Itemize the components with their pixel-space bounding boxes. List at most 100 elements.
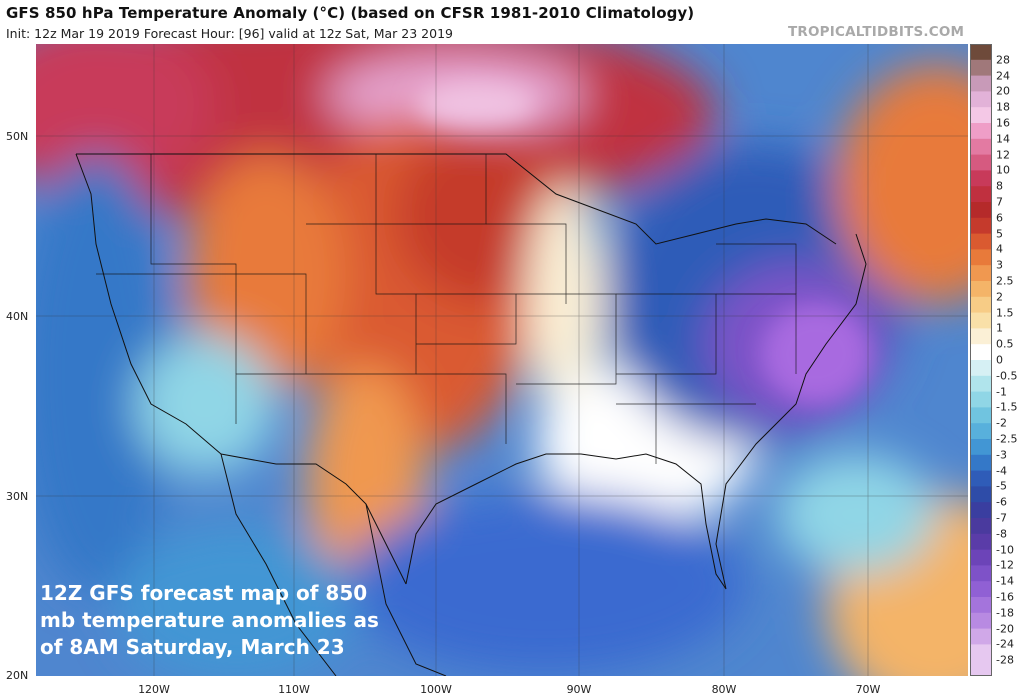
colorbar-tick-label: 8 [996,179,1003,193]
colorbar-segment [970,518,992,535]
colorbar-segment [970,502,992,519]
lat-label-30n: 30N [6,490,29,503]
colorbar-tick-label: 14 [996,132,1010,146]
colorbar-segment [970,486,992,503]
colorbar-segment [970,91,992,108]
colorbar-segment [970,59,992,77]
colorbar-segment [970,360,992,377]
lat-label-40n: 40N [6,310,29,323]
colorbar-tick-label: 1.5 [996,306,1014,320]
colorbar-segment [970,233,992,250]
colorbar-segment [970,123,992,140]
colorbar-segment [970,533,992,551]
colorbar-segment [970,202,992,219]
colorbar-segment [970,470,992,487]
colorbar-tick-label: -8 [996,527,1007,541]
colorbar-segment [970,44,992,61]
colorbar-tick-label: 3 [996,258,1003,272]
colorbar-tick-label: -1 [996,385,1007,399]
colorbar-segment [970,581,992,598]
colorbar-border [970,44,992,676]
graticule [36,44,968,676]
political-boundaries [75,153,867,676]
colorbar-tick-label: -0.5 [996,369,1018,383]
colorbar-tick-label: -12 [996,558,1014,572]
colorbar-segment [970,281,992,298]
lat-label-20n: 20N [6,669,29,682]
colorbar-segment [970,265,992,282]
map-title: GFS 850 hPa Temperature Anomaly (°C) (ba… [6,4,695,22]
colorbar-segment [970,75,992,92]
colorbar-tick-label: -14 [996,574,1014,588]
caption-line: of 8AM Saturday, March 23 [40,635,345,659]
lon-label-80w: 80W [711,683,737,696]
colorbar-tick-label: 2.5 [996,274,1014,288]
colorbar-tick-label: 18 [996,100,1010,114]
colorbar-segment [970,660,992,676]
lon-label-120w: 120W [138,683,170,696]
colorbar-segment [970,296,992,314]
colorbar-segment [970,644,992,661]
colorbar-segment [970,391,992,408]
colorbar-tick-label: -28 [996,653,1014,667]
colorbar-tick-label: 24 [996,69,1010,83]
colorbar-segment [970,454,992,472]
colorbar-tick-label: -4 [996,464,1007,478]
colorbar-tick-label: 10 [996,163,1010,177]
colorbar-tick-label: -10 [996,543,1014,557]
colorbar-tick-label: 28 [996,53,1010,67]
map-caption: 12Z GFS forecast map of 850 mb temperatu… [40,580,380,661]
colorbar-segment [970,375,992,393]
colorbar-tick-label: 2 [996,290,1003,304]
lon-label-110w: 110W [278,683,310,696]
colorbar-tick-label: -16 [996,590,1014,604]
colorbar-tick-label: -2 [996,416,1007,430]
colorbar-tick-label: -3 [996,448,1007,462]
lon-label-70w: 70W [855,683,881,696]
colorbar-segment [970,217,992,235]
caption-line: 12Z GFS forecast map of 850 [40,581,368,605]
colorbar-segment [970,612,992,630]
lon-label-90w: 90W [566,683,592,696]
colorbar-segment [970,249,992,266]
colorbar-tick-label: 0 [996,353,1003,367]
colorbar [970,44,992,676]
colorbar-segment [970,439,992,456]
lat-label-50n: 50N [6,130,29,143]
colorbar-segment [970,186,992,203]
colorbar-tick-label: 7 [996,195,1003,209]
colorbar-segment [970,107,992,124]
colorbar-tick-label: -5 [996,479,1007,493]
colorbar-segment [970,549,992,566]
colorbar-segment [970,154,992,171]
colorbar-tick-label: -7 [996,511,1007,525]
colorbar-tick-label: 20 [996,84,1010,98]
colorbar-segment [970,170,992,187]
map-subtitle: Init: 12z Mar 19 2019 Forecast Hour: [96… [6,26,453,41]
colorbar-segment [970,628,992,645]
colorbar-tick-label: -20 [996,622,1014,636]
colorbar-tick-label: -6 [996,495,1007,509]
lon-label-100w: 100W [420,683,452,696]
colorbar-segment [970,328,992,345]
anomaly-map [36,44,968,676]
colorbar-segment [970,344,992,361]
colorbar-segment [970,312,992,329]
colorbar-segment [970,407,992,424]
state-boundaries [96,154,797,464]
colorbar-tick-label: 4 [996,242,1003,256]
colorbar-tick-label: 1 [996,321,1003,335]
colorbar-segment [970,597,992,614]
colorbar-segment [970,565,992,582]
colorbar-tick-label: 16 [996,116,1010,130]
colorbar-tick-label: 5 [996,227,1003,241]
colorbar-tick-label: -1.5 [996,400,1018,414]
colorbar-segment [970,423,992,440]
source-credit: TROPICALTIDBITS.COM [788,24,965,40]
colorbar-tick-label: 0.5 [996,337,1014,351]
colorbar-tick-label: 12 [996,148,1010,162]
colorbar-tick-label: -2.5 [996,432,1018,446]
caption-line: mb temperature anomalies as [40,608,379,632]
colorbar-tick-label: 6 [996,211,1003,225]
colorbar-tick-label: -18 [996,606,1014,620]
